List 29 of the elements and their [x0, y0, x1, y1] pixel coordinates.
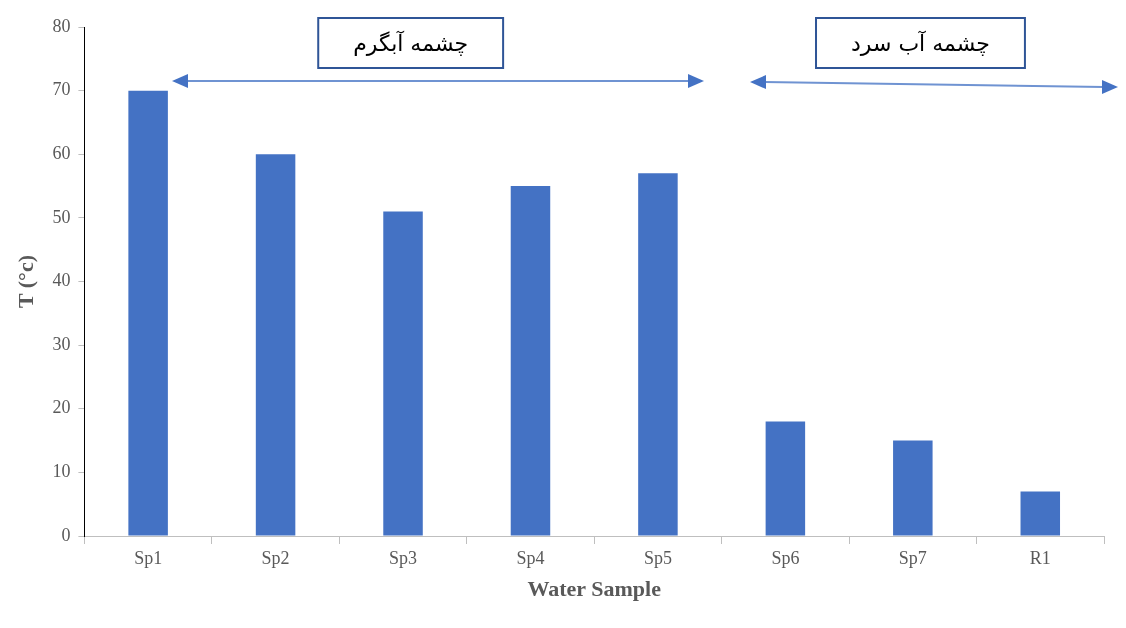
- annotation: چشمه آبگرم: [353, 29, 469, 56]
- y-tick-label: 60: [52, 142, 71, 163]
- y-tick-label: 70: [52, 79, 71, 100]
- x-tick-label: Sp3: [389, 547, 418, 568]
- y-tick-label: 20: [52, 397, 71, 418]
- bar: [255, 154, 296, 536]
- annotation: چشمه آب سرد: [851, 29, 990, 56]
- y-tick-label: 50: [52, 206, 71, 227]
- x-tick-label: R1: [1029, 547, 1051, 568]
- x-tick-label: Sp4: [516, 547, 545, 568]
- y-tick-label: 80: [52, 15, 71, 36]
- x-tick-label: Sp1: [134, 547, 163, 568]
- x-tick-label: Sp2: [261, 547, 290, 568]
- bar: [383, 211, 423, 536]
- y-tick-label: 40: [52, 270, 71, 291]
- y-tick-label: 10: [52, 461, 71, 482]
- y-axis-title: T (°c): [12, 255, 38, 308]
- x-tick-label: Sp5: [643, 547, 672, 568]
- x-axis-title: Water Sample: [527, 576, 662, 602]
- x-tick-label: Sp7: [898, 547, 927, 568]
- y-tick-label: 30: [52, 333, 71, 354]
- bar: [765, 421, 806, 536]
- bar: [638, 173, 678, 536]
- bar: [128, 90, 168, 536]
- bar: [893, 440, 933, 536]
- bar: [510, 186, 551, 536]
- x-tick-label: Sp6: [771, 547, 800, 568]
- y-tick-label: 0: [61, 524, 71, 545]
- bar: [1020, 491, 1061, 536]
